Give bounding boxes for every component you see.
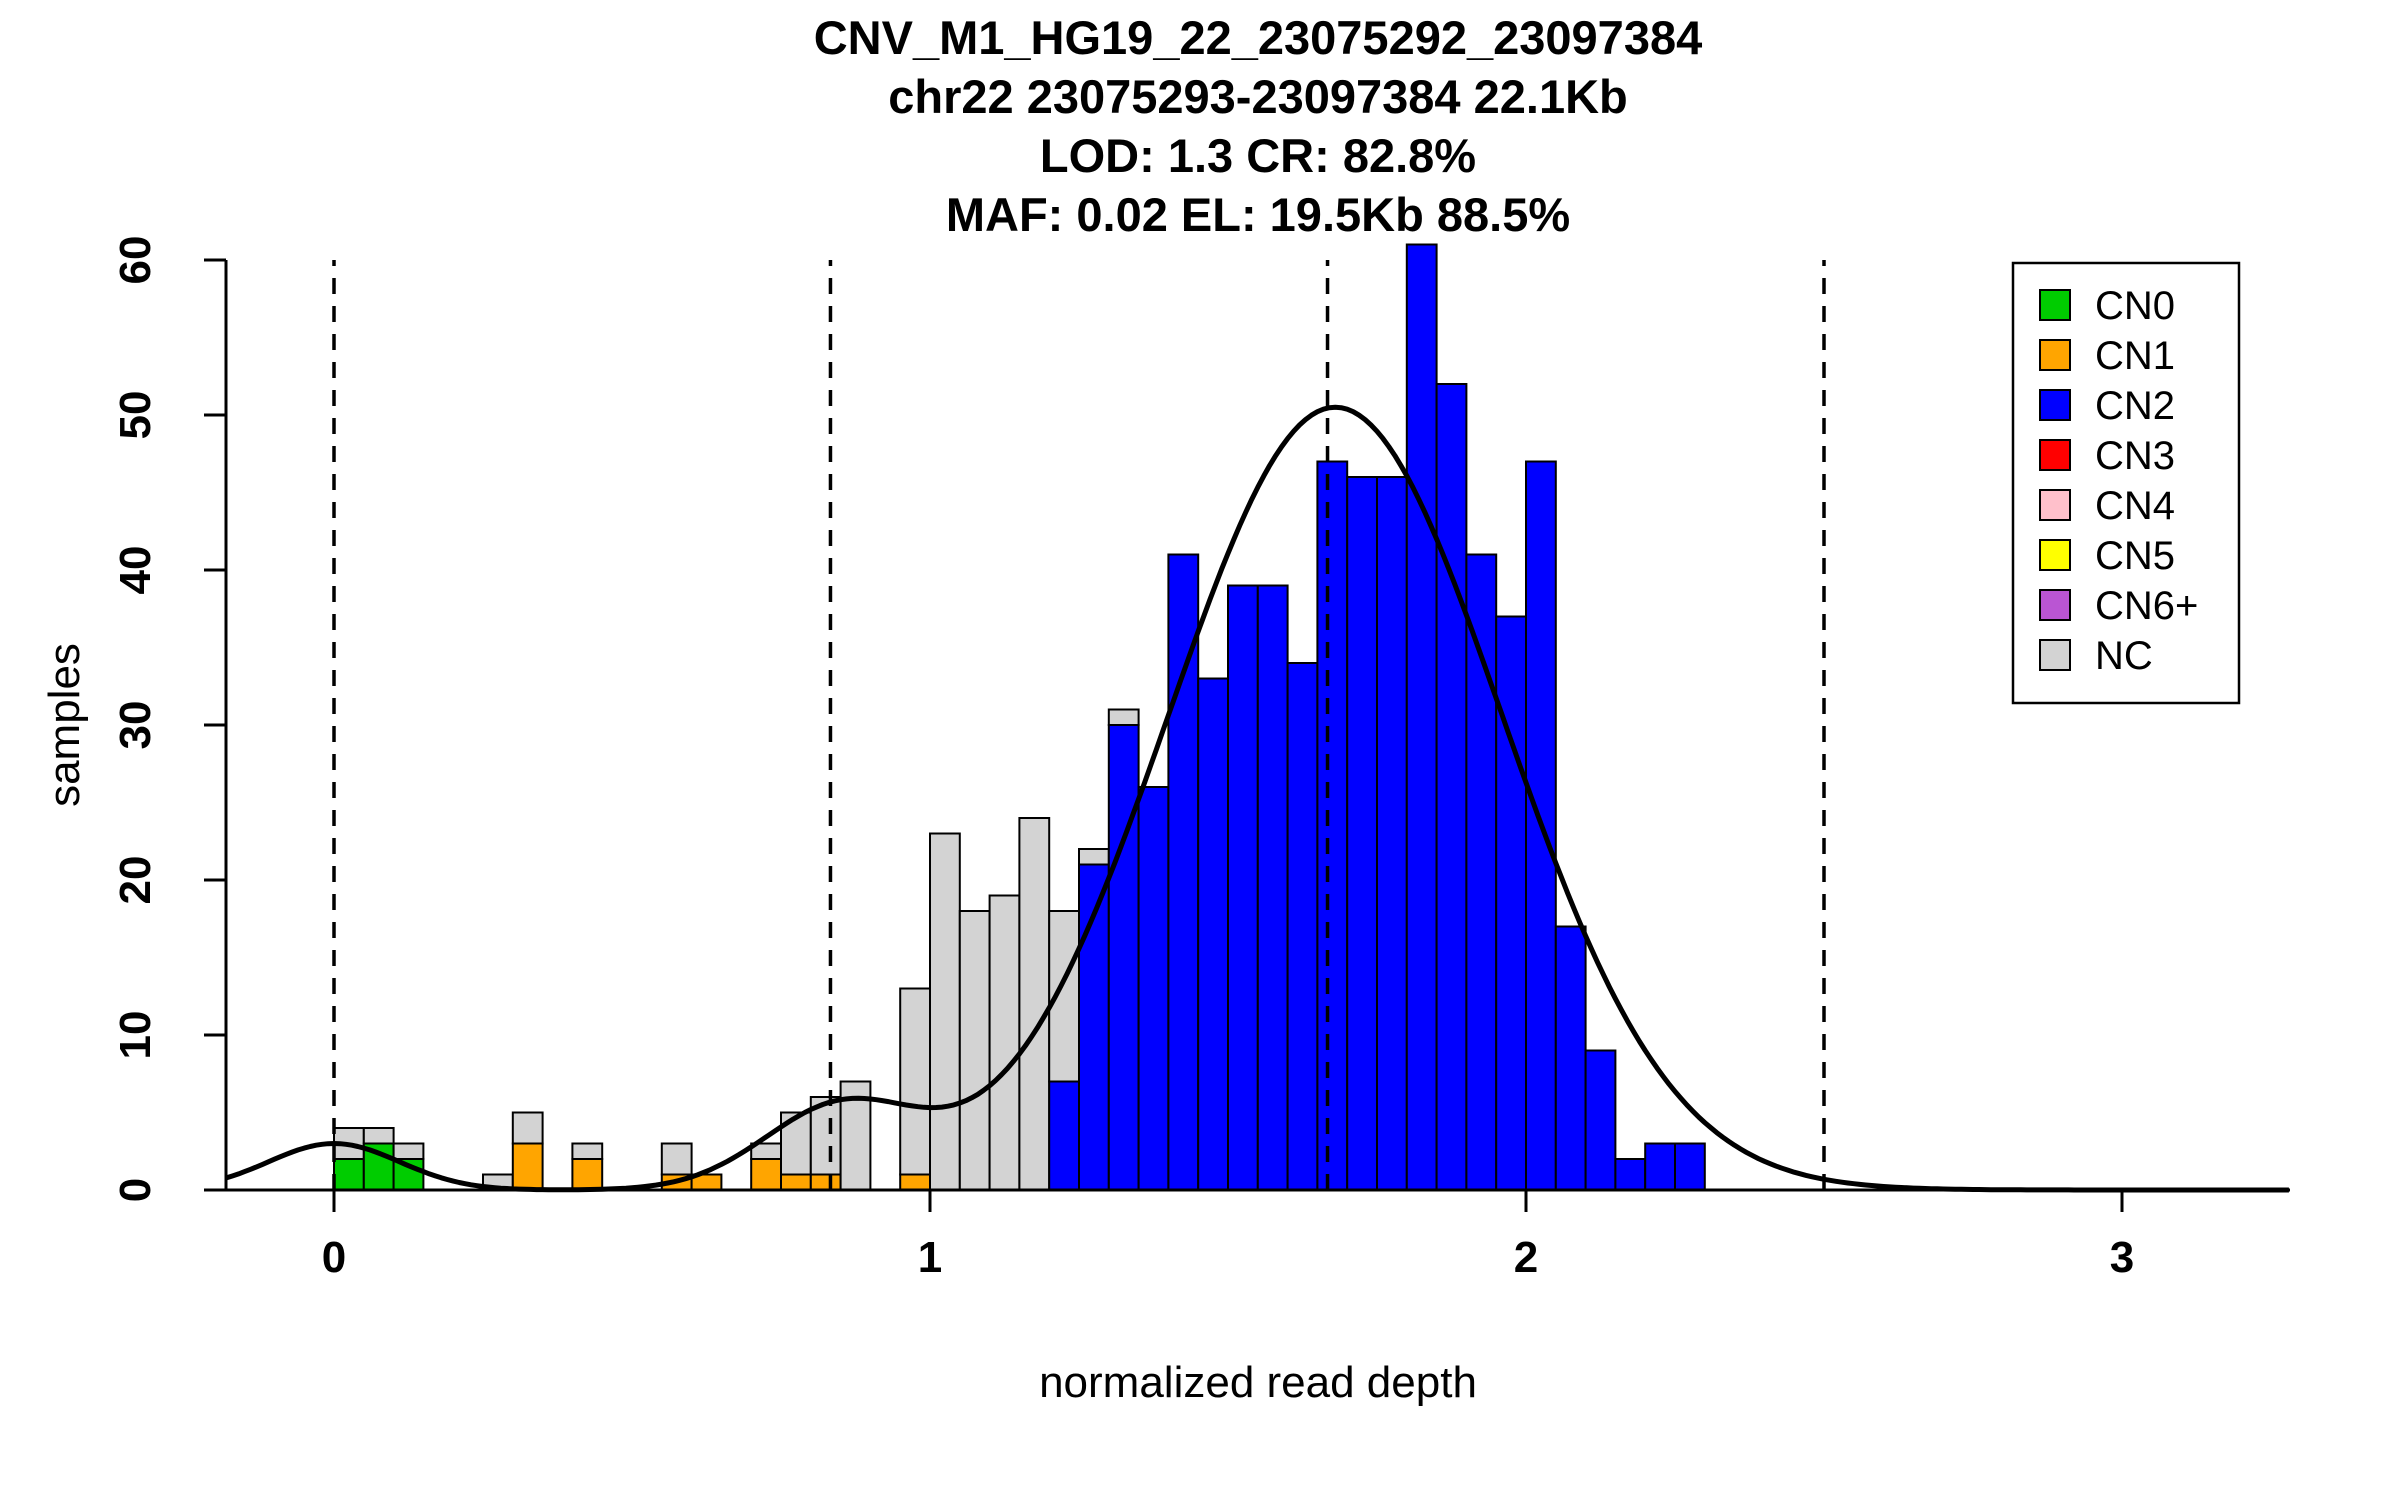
legend-swatch-NC <box>2039 639 2071 671</box>
bar-segment-CN2 <box>1346 476 1378 1191</box>
bar-segment-CN2 <box>1167 553 1200 1191</box>
bar-segment-CN2 <box>1197 677 1229 1191</box>
legend-swatch-CN5 <box>2039 539 2071 571</box>
x-tick-label: 1 <box>918 1233 942 1282</box>
legend-box <box>2011 261 2241 705</box>
legend-label-CN4: CN4 <box>2095 484 2175 528</box>
bar-segment-CN2 <box>1137 786 1170 1191</box>
legend-swatch-CN6+ <box>2039 589 2071 621</box>
bar-segment-CN0 <box>333 1158 365 1191</box>
legend-swatch-CN0 <box>2039 289 2071 321</box>
bar-segment-CN2 <box>1584 1049 1617 1191</box>
bar-segment-CN1 <box>571 1158 604 1191</box>
bar-segment-CN2 <box>1316 460 1349 1191</box>
bar-segment-NC <box>1018 817 1051 1191</box>
legend-label-CN0: CN0 <box>2095 284 2175 328</box>
bar-segment-CN2 <box>1227 584 1259 1191</box>
y-tick-label: 30 <box>111 701 160 750</box>
bar-segment-NC <box>958 910 991 1191</box>
bar-segment-CN2 <box>1405 243 1438 1191</box>
legend-swatch-CN3 <box>2039 439 2071 471</box>
bar-segment-CN2 <box>1495 615 1527 1191</box>
x-tick-label: 3 <box>2110 1233 2134 1282</box>
x-tick-label: 2 <box>1514 1233 1538 1282</box>
bar-segment-CN1 <box>750 1158 783 1191</box>
bar-segment-CN2 <box>1644 1142 1676 1191</box>
bar-segment-NC <box>362 1127 395 1145</box>
title-line-2: chr22 23075293-23097384 22.1Kb <box>888 70 1628 123</box>
bar-segment-NC <box>392 1142 425 1160</box>
bar-segment-CN2 <box>1614 1158 1647 1191</box>
bar-segment-CN2 <box>1256 584 1289 1191</box>
bar-segment-NC <box>571 1142 604 1160</box>
y-tick-label: 10 <box>111 1011 160 1060</box>
y-tick-label: 0 <box>111 1178 160 1202</box>
x-tick-label: 0 <box>322 1233 346 1282</box>
bar-segment-NC <box>1107 708 1140 726</box>
bar-segment-CN2 <box>1286 662 1319 1191</box>
bar-segment-CN1 <box>780 1173 812 1191</box>
title-line-4: MAF: 0.02 EL: 19.5Kb 88.5% <box>945 188 1571 241</box>
bar-segment-CN1 <box>511 1142 544 1191</box>
legend-label-CN6+: CN6+ <box>2095 584 2198 628</box>
y-tick-label: 50 <box>111 391 160 440</box>
bar-segment-CN2 <box>1674 1142 1706 1191</box>
bar-segment-NC <box>988 894 1021 1191</box>
legend-swatch-CN2 <box>2039 389 2071 421</box>
plot-title-block: CNV_M1_HG19_22_23075292_23097384 chr22 2… <box>158 8 2358 244</box>
y-tick-label: 40 <box>111 546 160 595</box>
bar-segment-CN2 <box>1107 724 1140 1191</box>
bar-segment-CN2 <box>1435 383 1468 1191</box>
bar-segment-CN1 <box>899 1173 932 1191</box>
legend-label-CN1: CN1 <box>2095 334 2175 378</box>
legend-swatch-CN4 <box>2039 489 2071 521</box>
legend-label-NC: NC <box>2095 634 2153 678</box>
bar-segment-CN1 <box>809 1173 842 1191</box>
legend-swatch-CN1 <box>2039 339 2071 371</box>
bar-segment-NC <box>929 832 961 1191</box>
legend-label-CN2: CN2 <box>2095 384 2175 428</box>
title-line-1: CNV_M1_HG19_22_23075292_23097384 <box>813 11 1703 64</box>
bar-segment-CN2 <box>1554 925 1587 1191</box>
title-line-3: LOD: 1.3 CR: 82.8% <box>1039 129 1477 182</box>
bar-segment-NC <box>899 987 932 1176</box>
y-tick-label: 60 <box>111 236 160 285</box>
bar-segment-CN2 <box>1376 476 1408 1191</box>
y-tick-label: 20 <box>111 856 160 905</box>
x-axis-label: normalized read depth <box>1039 1358 1477 1407</box>
legend-label-CN5: CN5 <box>2095 534 2175 578</box>
bar-segment-NC <box>660 1142 693 1176</box>
bar-segment-NC <box>511 1111 544 1145</box>
bar-segment-NC <box>1078 848 1110 866</box>
legend-label-CN3: CN3 <box>2095 434 2175 478</box>
bar-segment-CN2 <box>1048 1080 1080 1191</box>
